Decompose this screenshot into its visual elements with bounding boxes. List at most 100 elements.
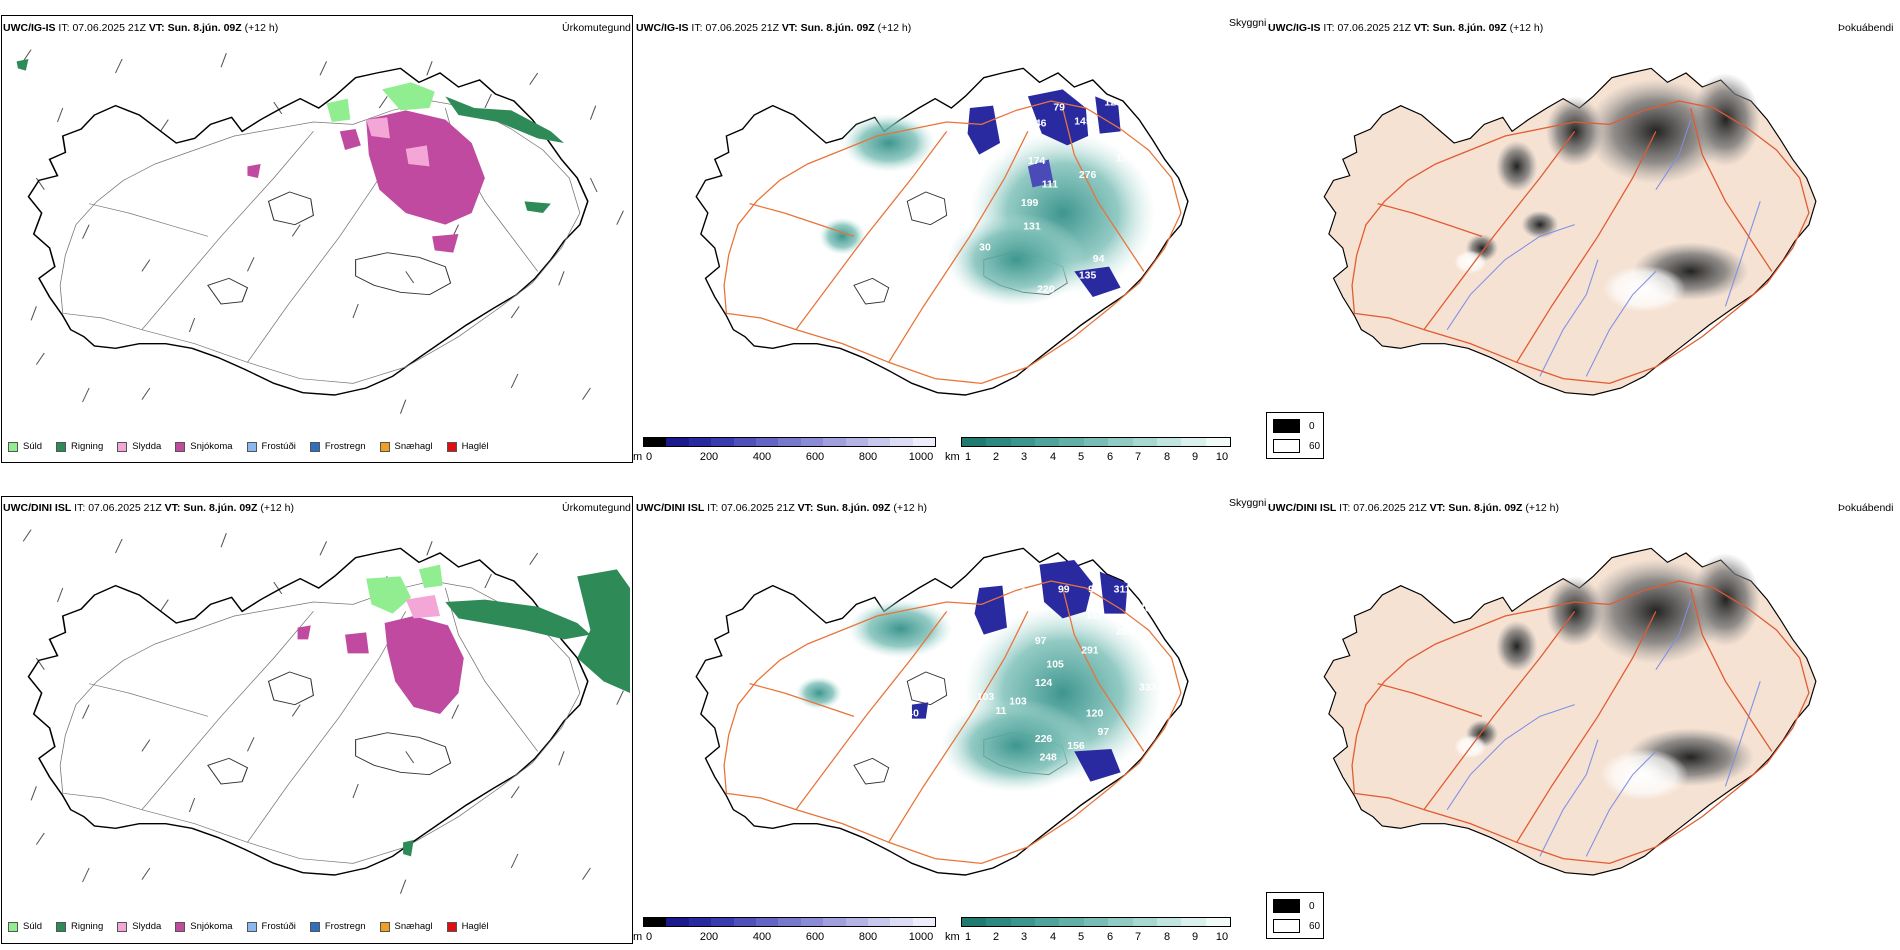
vis-label: 40 [907, 231, 919, 242]
vis-tick: 8 [1163, 931, 1171, 943]
model-name: UWC/DINI ISL [3, 502, 72, 514]
vis-tick: 7 [1134, 451, 1142, 463]
ceiling-unit: m [633, 931, 643, 943]
wind-barbs [22, 529, 624, 894]
legend-label: Snæhagl [394, 921, 433, 932]
precip-rain-areas [366, 564, 630, 857]
fog-legend-label: 60 [1309, 920, 1321, 932]
fog-white-areas [1454, 735, 1689, 801]
header-precip-top: UWC/IG-IS IT: 07.06.2025 21Z VT: Sun. 8.… [3, 22, 278, 34]
visibility-color-bar [961, 917, 1231, 927]
fog-legend-swatch [1273, 439, 1300, 453]
visibility-map-top: 79 46 145 12 20 174 276 179 155 111 199 … [695, 67, 1189, 396]
legend-label: Rigning [71, 441, 104, 452]
vis-tick: 3 [1020, 931, 1028, 943]
vt-label: VT: [148, 22, 165, 34]
legend-swatch [175, 441, 186, 452]
ceiling-colorbar-top: m 0 200 400 600 800 1000 [633, 437, 938, 465]
vis-label: 155 [961, 177, 979, 188]
ceiling-tick: 0 [645, 931, 653, 943]
lead-time: (+12 h) [1525, 502, 1559, 514]
vis-label: 97 [1035, 636, 1047, 647]
vis-label: 11 [995, 706, 1006, 717]
vis-label: 70 [1139, 603, 1151, 614]
header-fog-top: UWC/IG-IS IT: 07.06.2025 21Z VT: Sun. 8.… [1268, 22, 1543, 34]
vis-label: 97 [1097, 727, 1109, 738]
legend-swatch [117, 441, 128, 452]
vis-label: 248 [1039, 753, 1057, 764]
vis-label: 281 [1116, 627, 1134, 638]
precip-legend-top: Súld Rigning Slydda Snjókoma Frostúði Fr… [8, 441, 503, 452]
legend-item: Slydda [117, 441, 161, 452]
vis-label: 103 [1009, 697, 1027, 708]
vis-tick: 4 [1049, 451, 1057, 463]
vis-label: 105 [1046, 659, 1064, 670]
model-name: UWC/IG-IS [1268, 22, 1321, 34]
legend-label: Frostúði [261, 441, 296, 452]
vt-value: Sun. 8.jún. 09Z [183, 502, 258, 514]
legend-swatch [309, 441, 320, 452]
ceiling-unit: m [633, 451, 643, 463]
legend-item: Frostregn [309, 921, 366, 932]
legend-item: Snæhagl [379, 441, 433, 452]
it-label: IT: [691, 22, 703, 34]
ceiling-tick: 0 [645, 451, 653, 463]
vis-label: 79 [1053, 102, 1065, 113]
it-label: IT: [707, 502, 719, 514]
legend-swatch [446, 921, 457, 932]
fog-legend-label: 0 [1309, 420, 1315, 432]
vis-label: 145 [1074, 116, 1092, 127]
vis-label: 75 [958, 105, 970, 116]
legend-item: Haglél [446, 921, 489, 932]
legend-label: Frostregn [324, 441, 366, 452]
fog-map-bottom [1323, 547, 1817, 876]
it-value: 07.06.2025 21Z [721, 502, 795, 514]
vis-label: 99 [1058, 585, 1070, 596]
vis-label: 179 [1116, 154, 1134, 165]
legend-swatch [175, 921, 186, 932]
precip-snow-areas [247, 110, 485, 253]
fog-legend-label: 60 [1309, 440, 1321, 452]
vis-tick: 5 [1077, 931, 1085, 943]
visibility-colorbar-bottom: km 1 2 3 4 5 6 7 8 9 10 [945, 917, 1235, 945]
model-name: UWC/DINI ISL [636, 502, 705, 514]
legend-label: Súld [23, 921, 43, 932]
vis-tick: 6 [1106, 451, 1114, 463]
precip-type-title-top: Úrkomutegund [562, 22, 631, 34]
legend-label: Súld [23, 441, 43, 452]
ceiling-tick: 800 [858, 451, 878, 463]
vis-label: 174 [1028, 156, 1046, 167]
it-label: IT: [1323, 22, 1335, 34]
vis-tick: 9 [1191, 451, 1199, 463]
model-name: UWC/IG-IS [636, 22, 689, 34]
model-name: UWC/DINI ISL [1268, 502, 1337, 514]
vis-label: 333 [1139, 683, 1157, 694]
vis-tick: 1 [964, 931, 972, 943]
visibility-teal-areas [819, 113, 1156, 307]
vt-value: Sun. 8.jún. 09Z [800, 22, 875, 34]
legend-item: Frostregn [309, 441, 366, 452]
vt-value: Sun. 8.jún. 09Z [1448, 502, 1523, 514]
header-vis-top: UWC/IG-IS IT: 07.06.2025 21Z VT: Sun. 8.… [636, 22, 911, 34]
precip-map-top [16, 49, 624, 414]
legend-item: Rigning [56, 921, 103, 932]
legend-item: Súld [8, 441, 42, 452]
it-label: IT: [58, 22, 70, 34]
vis-tick: 1 [964, 451, 972, 463]
ceiling-color-bar [643, 917, 936, 927]
ceiling-tick: 600 [805, 931, 825, 943]
vt-label: VT: [797, 502, 814, 514]
vis-label: 220 [1037, 284, 1055, 295]
precip-rain-areas [16, 59, 565, 213]
vis-label: 276 [1079, 170, 1097, 181]
vis-tick: 9 [1191, 931, 1199, 943]
legend-item: Frostúði [246, 921, 296, 932]
vis-value-labels: 79 46 145 12 20 174 276 179 155 111 199 … [907, 98, 1133, 296]
it-value: 07.06.2025 21Z [1353, 502, 1427, 514]
vt-label: VT: [1429, 502, 1446, 514]
vt-label: VT: [781, 22, 798, 34]
visibility-unit: km [945, 931, 960, 943]
ceiling-tick: 400 [752, 931, 772, 943]
fog-legend-bottom: 0 60 [1266, 892, 1324, 939]
vis-tick: 10 [1215, 931, 1229, 943]
